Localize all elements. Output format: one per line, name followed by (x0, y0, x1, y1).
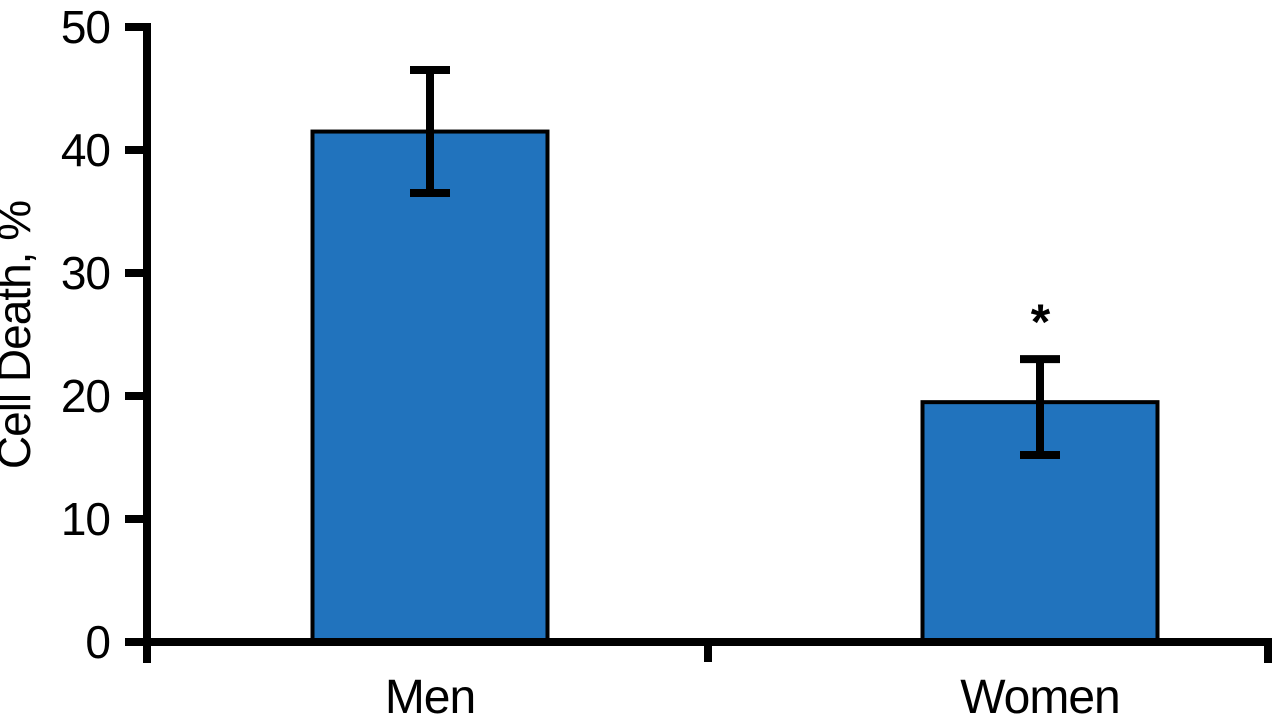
y-tick-label-40: 40 (61, 124, 110, 176)
bar-men (310, 129, 550, 645)
x-category-label-men: Men (385, 671, 475, 723)
y-tick-label-10: 10 (61, 493, 110, 545)
y-tick-label-50: 50 (61, 1, 110, 53)
y-tick-label-20: 20 (61, 370, 110, 422)
y-tick-label-0: 0 (85, 616, 110, 668)
x-category-label-women: Women (960, 671, 1120, 723)
significance-asterisk-women: * (1031, 294, 1051, 350)
y-tick-label-30: 30 (61, 247, 110, 299)
y-axis-title: Cell Death, % (0, 201, 40, 469)
